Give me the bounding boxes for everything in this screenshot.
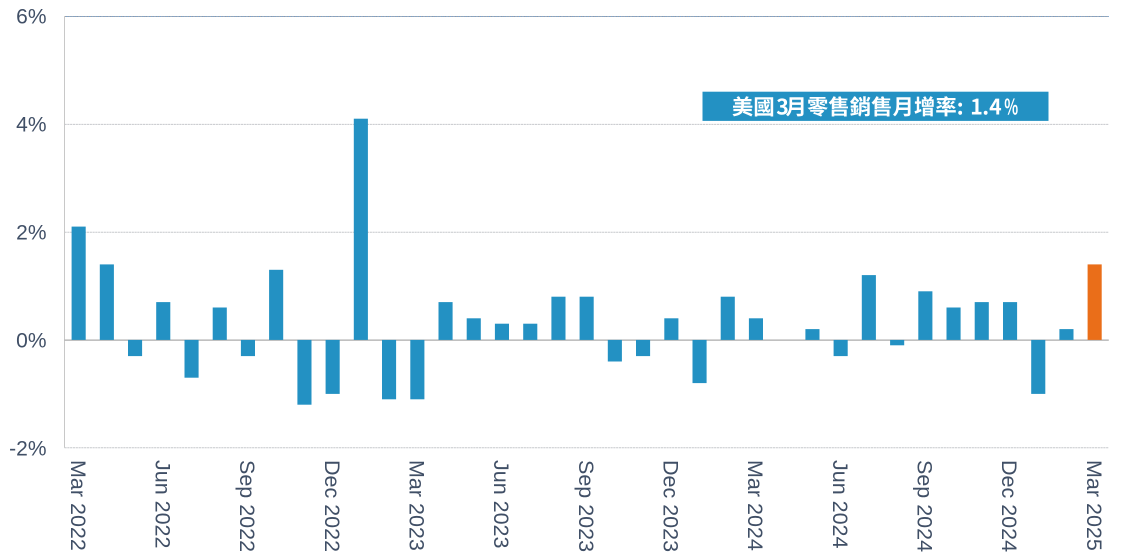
svg-text:-2%: -2% — [9, 437, 46, 460]
svg-text:Jun 2023: Jun 2023 — [489, 460, 513, 549]
svg-text:Jun 2024: Jun 2024 — [828, 460, 852, 549]
svg-text:Jun 2022: Jun 2022 — [151, 460, 175, 548]
svg-text:2%: 2% — [16, 222, 46, 245]
svg-text:Dec 2024: Dec 2024 — [997, 460, 1021, 552]
svg-text:Sep 2023: Sep 2023 — [574, 460, 598, 552]
svg-text:Mar 2022: Mar 2022 — [66, 460, 90, 551]
svg-text:Mar 2024: Mar 2024 — [743, 460, 767, 551]
svg-text:Dec 2022: Dec 2022 — [320, 460, 344, 552]
svg-text:Dec 2023: Dec 2023 — [659, 460, 683, 552]
svg-text:4%: 4% — [16, 114, 46, 137]
svg-text:Mar 2023: Mar 2023 — [405, 460, 429, 551]
svg-text:Sep 2022: Sep 2022 — [235, 460, 259, 552]
svg-text:0%: 0% — [16, 329, 46, 352]
svg-text:Mar 2025: Mar 2025 — [1082, 460, 1106, 551]
svg-text:Sep 2024: Sep 2024 — [913, 460, 937, 552]
svg-text:6%: 6% — [16, 6, 46, 29]
